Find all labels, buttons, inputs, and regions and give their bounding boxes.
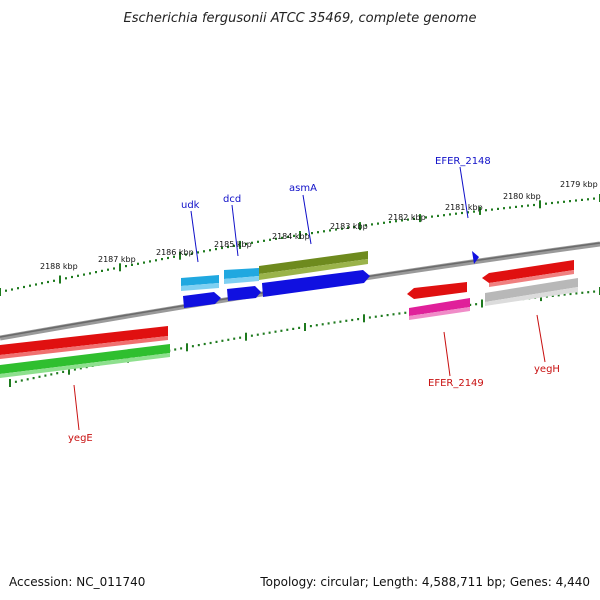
label-leader-udk [190, 210, 199, 263]
cds-feature-yegE-shade [0, 353, 170, 378]
gene-arrow-asmA [262, 270, 370, 297]
map-title: Escherichia fergusonii ATCC 35469, compl… [124, 11, 477, 26]
gene-bar-yegE [0, 326, 168, 355]
label-leader-yegE [73, 384, 80, 431]
gene-bar-yegE-shade [0, 336, 168, 359]
gene-arrow-yegH-shade [489, 270, 574, 287]
kbp-label: 2180 kbp [503, 192, 541, 201]
kbp-label: 2182 kbp [388, 213, 426, 222]
gene-label-yegE: yegE [68, 433, 93, 444]
cds-feature-udk-shade [181, 283, 219, 291]
gene-label-efer2149: EFER_2149 [428, 378, 484, 389]
gene-label-asmA: asmA [289, 183, 317, 194]
gene-arrow-yegH [482, 260, 574, 283]
kbp-label: 2185 kbp [214, 240, 252, 249]
label-leader-efer2149 [443, 331, 451, 377]
gene-arrow-efer2148 [472, 251, 479, 264]
gene-label-udk: udk [181, 200, 200, 211]
gene-label-efer2148: EFER_2148 [435, 156, 491, 167]
gene-arrow-efer2149 [407, 282, 467, 299]
gene-label-dcd: dcd [223, 194, 241, 205]
cds-feature-efer2149 [409, 298, 470, 316]
kbp-label: 2186 kbp [156, 248, 194, 257]
gene-label-yegH: yegH [534, 364, 560, 375]
cds-feature-dcd [224, 268, 259, 279]
cds-feature-efer2149-shade [409, 307, 470, 320]
cds-feature-asmA [259, 251, 368, 274]
kbp-label: 2179 kbp [560, 180, 598, 189]
accession-text: Accession: NC_011740 [9, 575, 145, 589]
label-leader-efer2148 [459, 166, 469, 219]
gene-arrow-udk [183, 292, 221, 308]
gene-arrow-dcd [227, 286, 261, 301]
topology-text: Topology: circular; Length: 4,588,711 bp… [259, 575, 590, 589]
label-leader-yegH [536, 314, 546, 363]
cds-feature-udk [181, 275, 219, 286]
kbp-label: 2188 kbp [40, 262, 78, 271]
cds-feature-asmA-shade [259, 259, 368, 280]
cds-feature-yegH-shade [485, 287, 578, 306]
cds-feature-dcd-shade [224, 276, 259, 284]
cds-feature-yegE [0, 344, 170, 374]
upper-tick-ruler [0, 194, 600, 296]
kbp-label: 2181 kbp [445, 203, 483, 212]
kbp-label: 2183 kbp [330, 222, 368, 231]
cds-feature-yegH [485, 278, 578, 302]
kbp-label: 2184 kbp [272, 232, 310, 241]
kbp-label: 2187 kbp [98, 255, 136, 264]
label-leader-asmA [302, 194, 312, 245]
label-leader-dcd [231, 204, 239, 257]
